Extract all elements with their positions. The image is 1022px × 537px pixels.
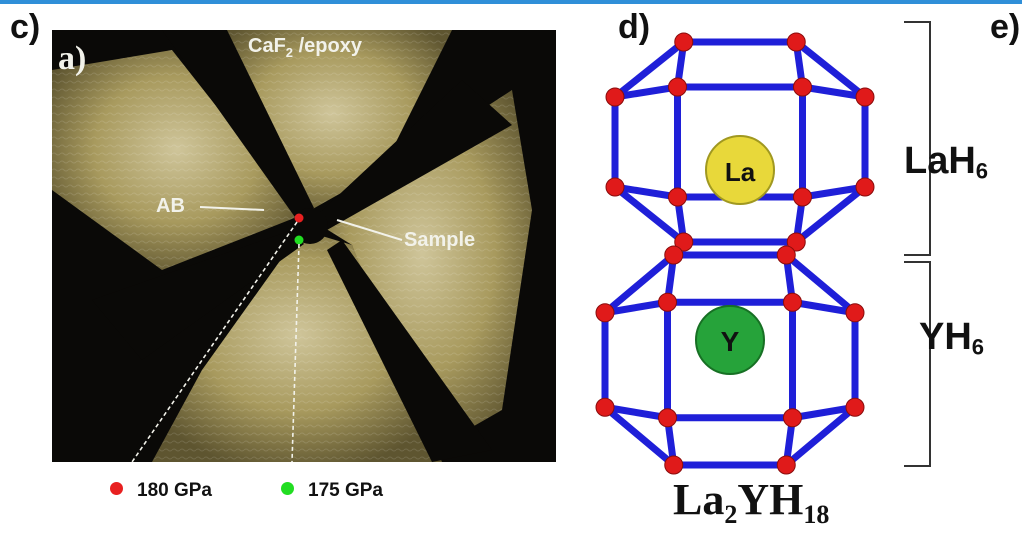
h-atom	[664, 245, 684, 265]
bond	[611, 83, 681, 101]
y-atom-label: Y	[721, 326, 740, 357]
h-atom	[845, 397, 865, 417]
h-atom	[793, 187, 812, 207]
crystal-structure-diagram: La Y	[590, 20, 890, 480]
bond	[799, 183, 869, 201]
micrograph-image	[52, 30, 556, 462]
bond	[601, 298, 671, 317]
yh6-label: YH6	[919, 316, 985, 360]
legend-item-180: 180 GPa	[110, 478, 212, 504]
panel-letter-d: d)	[618, 8, 651, 46]
la-atom	[705, 135, 775, 205]
bond	[782, 251, 859, 317]
bond	[611, 38, 688, 101]
cage-brackets	[904, 21, 931, 467]
y-atom	[695, 305, 765, 375]
h-atom	[658, 408, 677, 428]
h-atom	[605, 177, 625, 197]
bond	[601, 403, 671, 422]
bond	[792, 38, 869, 101]
h-atom	[674, 32, 694, 52]
inset-letter: a)	[58, 40, 87, 77]
h-atom	[783, 292, 802, 312]
bond	[611, 183, 688, 246]
h-atom	[664, 455, 684, 475]
panel-letter-e: e)	[990, 8, 1021, 46]
bond	[601, 403, 678, 469]
h-atom	[793, 77, 812, 97]
bond	[792, 183, 869, 246]
lah6-label: LaH6	[904, 140, 989, 184]
formula-label: La2YH18	[673, 475, 830, 530]
h-atom	[845, 303, 865, 323]
bond	[601, 251, 678, 317]
bond	[611, 183, 681, 201]
h-atom	[668, 77, 687, 97]
bond	[789, 298, 859, 317]
sample-label: Sample	[404, 229, 476, 251]
caf2-epoxy-label: CaF2 /epoxy	[248, 35, 362, 60]
h-atom	[605, 87, 625, 107]
marker-180gpa	[294, 213, 304, 223]
diamond-anvil-cell-photo: a) CaF2 /epoxy AB Sample	[52, 30, 556, 462]
red-dot-icon	[110, 482, 123, 496]
top-accent-bar	[0, 0, 1022, 4]
panel-letter-c: c)	[10, 8, 41, 46]
h-atom	[776, 245, 796, 265]
marker-175gpa	[294, 235, 304, 245]
h-atom	[783, 408, 802, 428]
bond	[782, 403, 859, 469]
h-atom	[855, 87, 875, 107]
h-atom	[658, 292, 677, 312]
h-atom	[786, 232, 806, 252]
bond	[799, 83, 869, 101]
green-dot-icon	[281, 482, 294, 496]
legend-item-175: 175 GPa	[281, 478, 383, 504]
h-atom	[595, 303, 615, 323]
h-atom	[674, 232, 694, 252]
h-atom	[776, 455, 796, 475]
h-atom	[855, 177, 875, 197]
bond	[789, 403, 859, 422]
h-atom	[668, 187, 687, 207]
la-atom-label: La	[725, 157, 756, 187]
h-atom	[786, 32, 806, 52]
ab-label: AB	[156, 195, 185, 217]
h-atom	[595, 397, 615, 417]
la2yh18-lattice: La Y	[595, 32, 875, 475]
